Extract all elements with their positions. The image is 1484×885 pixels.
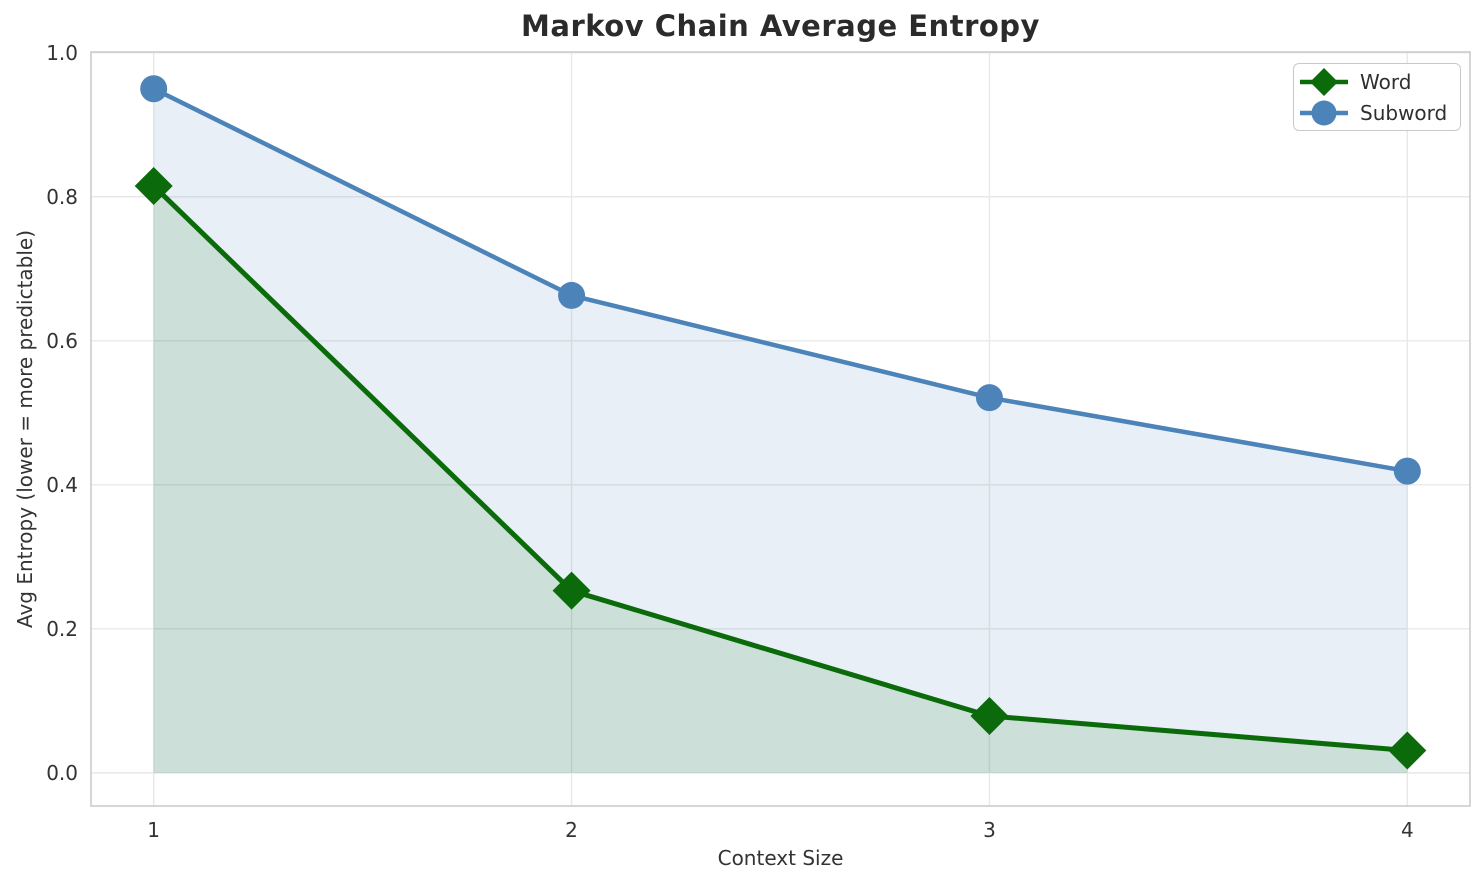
- y-tick-label: 0.4: [46, 472, 78, 497]
- subword-circle-legend-icon: [1300, 100, 1348, 125]
- subword-circle-marker: [1393, 457, 1421, 485]
- legend-label-subword: Subword: [1360, 100, 1448, 125]
- axes-spines: [90, 51, 1471, 807]
- y-tick-label: 0.2: [46, 616, 78, 641]
- word-area-fill: [153, 185, 1408, 773]
- y-axis-label: Avg Entropy (lower = more predictable): [13, 229, 37, 629]
- word-diamond-marker: [552, 571, 591, 610]
- y-tick-label: 0.6: [46, 328, 78, 353]
- subword-area-fill: [153, 88, 1408, 773]
- word-diamond-marker: [134, 166, 173, 205]
- subword-circle-marker: [975, 384, 1003, 412]
- y-tick-label: 1.0: [46, 40, 78, 65]
- chart-title: Markov Chain Average Entropy: [521, 9, 1040, 43]
- x-tick-label: 4: [1400, 818, 1414, 842]
- legend-label-word: Word: [1360, 69, 1412, 94]
- x-tick-label: 3: [983, 818, 996, 842]
- x-tick-label: 2: [565, 818, 578, 842]
- subword-circle-marker: [558, 281, 586, 309]
- word-diamond-legend-icon: [1300, 67, 1348, 96]
- subword-circle-marker: [140, 75, 168, 103]
- y-tick-label: 0.8: [46, 184, 78, 209]
- word-line: [151, 184, 1408, 754]
- word-diamond-marker: [1388, 731, 1427, 770]
- subword-line: [152, 86, 1408, 474]
- legend-item-subword: Subword: [1298, 97, 1454, 128]
- x-tick-label: 1: [147, 818, 161, 842]
- y-tick-label: 0.0: [46, 760, 78, 785]
- legend: Word Subword: [1293, 63, 1461, 131]
- legend-item-word: Word: [1298, 66, 1454, 97]
- x-axis-label: Context Size: [717, 846, 844, 870]
- word-diamond-marker: [970, 696, 1009, 735]
